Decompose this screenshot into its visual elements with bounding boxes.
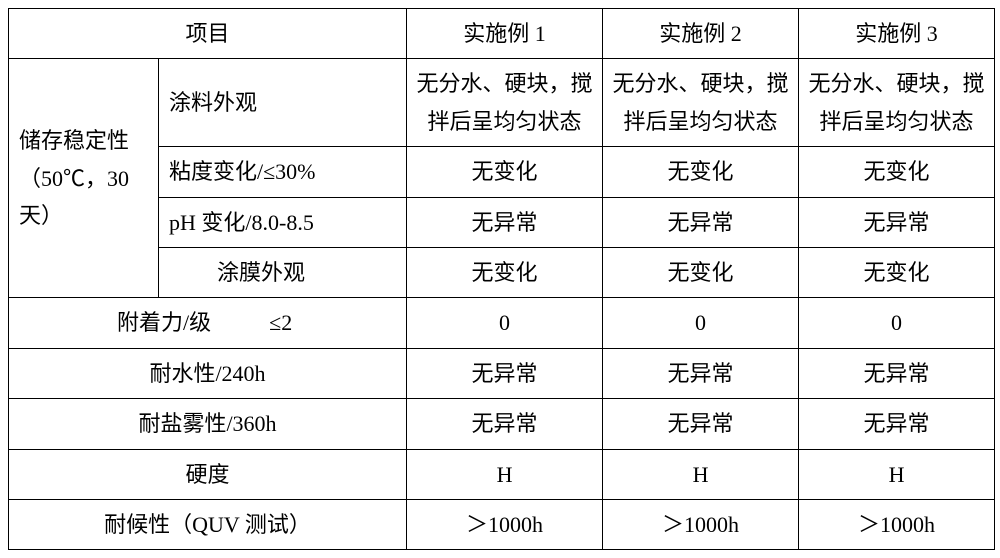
cell-value: 无异常 <box>799 399 995 449</box>
table-row: 储存稳定性（50℃，30天） 涂料外观 无分水、硬块，搅拌后呈均匀状态 无分水、… <box>9 59 995 147</box>
cell-value: 无异常 <box>603 399 799 449</box>
cell-value: 无变化 <box>407 147 603 197</box>
cell-value: 无异常 <box>799 348 995 398</box>
cell-value: 无异常 <box>407 197 603 247</box>
col-header-ex3: 实施例 3 <box>799 9 995 59</box>
col-header-ex1: 实施例 1 <box>407 9 603 59</box>
table-header-row: 项目 实施例 1 实施例 2 实施例 3 <box>9 9 995 59</box>
row-label: 涂料外观 <box>159 59 407 147</box>
cell-value: 无变化 <box>799 247 995 297</box>
cell-value: 无分水、硬块，搅拌后呈均匀状态 <box>603 59 799 147</box>
row-label: 硬度 <box>9 449 407 499</box>
row-label: 涂膜外观 <box>159 247 407 297</box>
cell-value: 0 <box>603 298 799 348</box>
data-table: 项目 实施例 1 实施例 2 实施例 3 储存稳定性（50℃，30天） 涂料外观… <box>8 8 995 550</box>
row-label: 耐盐雾性/360h <box>9 399 407 449</box>
cell-value: 0 <box>799 298 995 348</box>
cell-value: 无异常 <box>407 399 603 449</box>
cell-value: H <box>603 449 799 499</box>
col-header-item: 项目 <box>9 9 407 59</box>
cell-value: 无变化 <box>799 147 995 197</box>
table-row: 耐盐雾性/360h 无异常 无异常 无异常 <box>9 399 995 449</box>
group-storage-stability: 储存稳定性（50℃，30天） <box>9 59 159 298</box>
cell-value: ＞1000h <box>603 499 799 549</box>
cell-value: 无变化 <box>407 247 603 297</box>
cell-value: 无分水、硬块，搅拌后呈均匀状态 <box>407 59 603 147</box>
adhesion-label: 附着力/级 <box>117 310 211 335</box>
row-label: pH 变化/8.0-8.5 <box>159 197 407 247</box>
cell-value: 无异常 <box>603 197 799 247</box>
cell-value: H <box>407 449 603 499</box>
cell-value: 0 <box>407 298 603 348</box>
table-row: 硬度 H H H <box>9 449 995 499</box>
table-row: 耐水性/240h 无异常 无异常 无异常 <box>9 348 995 398</box>
cell-value: 无分水、硬块，搅拌后呈均匀状态 <box>799 59 995 147</box>
row-label: 耐水性/240h <box>9 348 407 398</box>
cell-value: H <box>799 449 995 499</box>
cell-value: ＞1000h <box>407 499 603 549</box>
cell-value: 无异常 <box>603 348 799 398</box>
row-label-adhesion: 附着力/级 ≤2 <box>9 298 407 348</box>
cell-value: 无异常 <box>799 197 995 247</box>
row-label: 粘度变化/≤30% <box>159 147 407 197</box>
col-header-ex2: 实施例 2 <box>603 9 799 59</box>
cell-value: ＞1000h <box>799 499 995 549</box>
row-label: 耐候性（QUV 测试） <box>9 499 407 549</box>
cell-value: 无变化 <box>603 247 799 297</box>
cell-value: 无变化 <box>603 147 799 197</box>
cell-value: 无异常 <box>407 348 603 398</box>
table-row: 附着力/级 ≤2 0 0 0 <box>9 298 995 348</box>
adhesion-suffix: ≤2 <box>269 310 292 335</box>
table-row: 耐候性（QUV 测试） ＞1000h ＞1000h ＞1000h <box>9 499 995 549</box>
